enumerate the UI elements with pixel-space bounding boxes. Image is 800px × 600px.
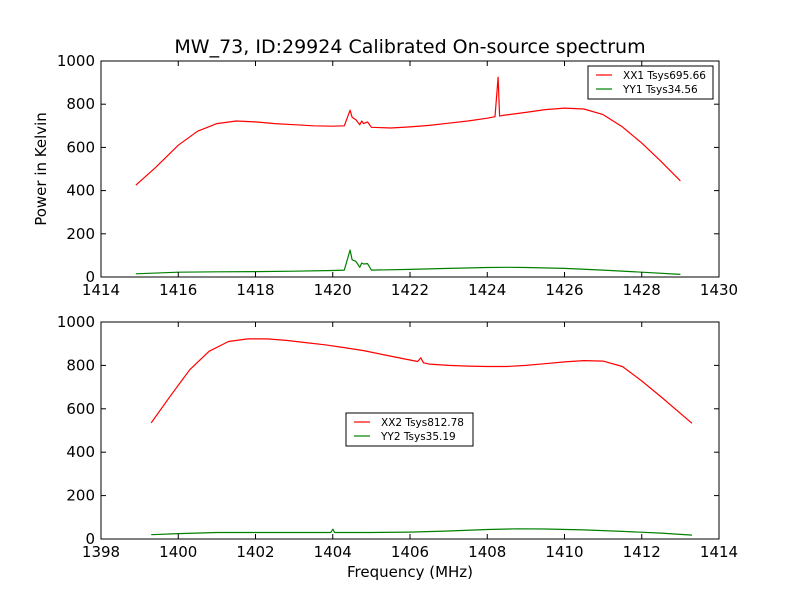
chart-title: MW_73, ID:29924 Calibrated On-source spe… (174, 36, 645, 58)
x-tick-label: 1414 (82, 281, 120, 299)
series-line-yy (151, 528, 693, 536)
x-tick-label: 1430 (700, 281, 738, 299)
y-tick-label: 400 (66, 182, 95, 200)
x-tick-label: 1418 (236, 281, 274, 299)
x-tick-label: 1416 (159, 281, 197, 299)
series-line-xx (135, 76, 681, 186)
x-tick-label: 1398 (82, 543, 120, 561)
bottom-panel: 1398 1400 1402 1404 1406 1408 1410 1412 1414 0 200… (57, 313, 738, 561)
y-tick-label: 1000 (57, 313, 95, 331)
x-tick-label: 1422 (391, 281, 429, 299)
legend-label: XX2 Tsys812.78 (381, 417, 464, 429)
y-tick-label: 0 (85, 268, 95, 286)
x-tick-label: 1428 (623, 281, 661, 299)
legend-label: YY1 Tsys34.56 (622, 84, 698, 96)
y-tick-label: 600 (66, 400, 95, 418)
series-line-xx (150, 338, 693, 424)
x-tick-label: 1410 (545, 543, 583, 561)
y-axis-label: Power in Kelvin (32, 112, 50, 226)
y-tick-label: 0 (85, 530, 95, 548)
y-tick-label: 800 (66, 356, 95, 374)
y-tick-label: 400 (66, 443, 95, 461)
x-axis-label: Frequency (MHz) (347, 563, 473, 581)
series-line-yy (135, 249, 681, 275)
legend-label: YY2 Tsys35.19 (380, 431, 456, 443)
legend-box (587, 65, 714, 100)
y-tick-label: 600 (66, 138, 95, 156)
x-tick-label: 1412 (623, 543, 661, 561)
x-tick-label: 1408 (468, 543, 506, 561)
x-tick-label: 1400 (159, 543, 197, 561)
x-tick-label: 1404 (314, 543, 352, 561)
top-panel: 1414 1416 1418 1420 1422 1424 1426 1428 1430 0 200… (57, 52, 738, 299)
y-tick-label: 200 (66, 487, 95, 505)
legend-box (345, 412, 474, 447)
legend-label: XX1 Tsys695.66 (623, 70, 706, 82)
x-tick-label: 1426 (545, 281, 583, 299)
y-tick-label: 200 (66, 225, 95, 243)
y-tick-label: 1000 (57, 52, 95, 70)
legend: XX1 Tsys695.66 YY1 Tsys34.56 (587, 65, 714, 100)
legend: XX2 Tsys812.78 YY2 Tsys35.19 (345, 412, 474, 447)
x-tick-label: 1402 (236, 543, 274, 561)
y-tick-label: 800 (66, 95, 95, 113)
x-tick-label: 1424 (468, 281, 506, 299)
x-tick-label: 1420 (314, 281, 352, 299)
x-tick-label: 1406 (391, 543, 429, 561)
x-tick-label: 1414 (700, 543, 738, 561)
